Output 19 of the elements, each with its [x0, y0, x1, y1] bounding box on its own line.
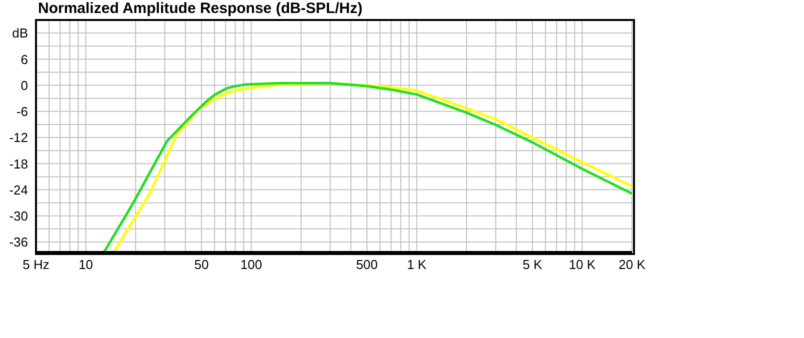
chart-title: Normalized Amplitude Response (dB-SPL/Hz): [38, 0, 362, 17]
y-tick-label: -6: [16, 104, 28, 120]
x-tick-label: 5 K: [522, 257, 542, 272]
y-tick-label: -18: [9, 156, 28, 172]
y-tick-label: -36: [9, 234, 28, 250]
x-tick-label: 5 Hz: [22, 257, 50, 272]
y-tick-label: 6: [20, 52, 28, 67]
x-tick-label: 10 K: [568, 257, 596, 272]
x-tick-label: 20 K: [618, 257, 646, 272]
x-tick-label: 10: [78, 257, 94, 272]
y-tick-label: -30: [9, 208, 28, 224]
y-tick-label: -12: [9, 130, 28, 146]
x-tick-label: 100: [240, 257, 262, 272]
y-tick-label: 0: [20, 78, 28, 93]
x-tick-label: 1 K: [406, 257, 427, 272]
y-tick-label: dB: [12, 26, 28, 41]
x-tick-label: 50: [194, 257, 209, 272]
x-tick-label: 500: [356, 257, 378, 272]
y-tick-label: -24: [9, 182, 28, 198]
